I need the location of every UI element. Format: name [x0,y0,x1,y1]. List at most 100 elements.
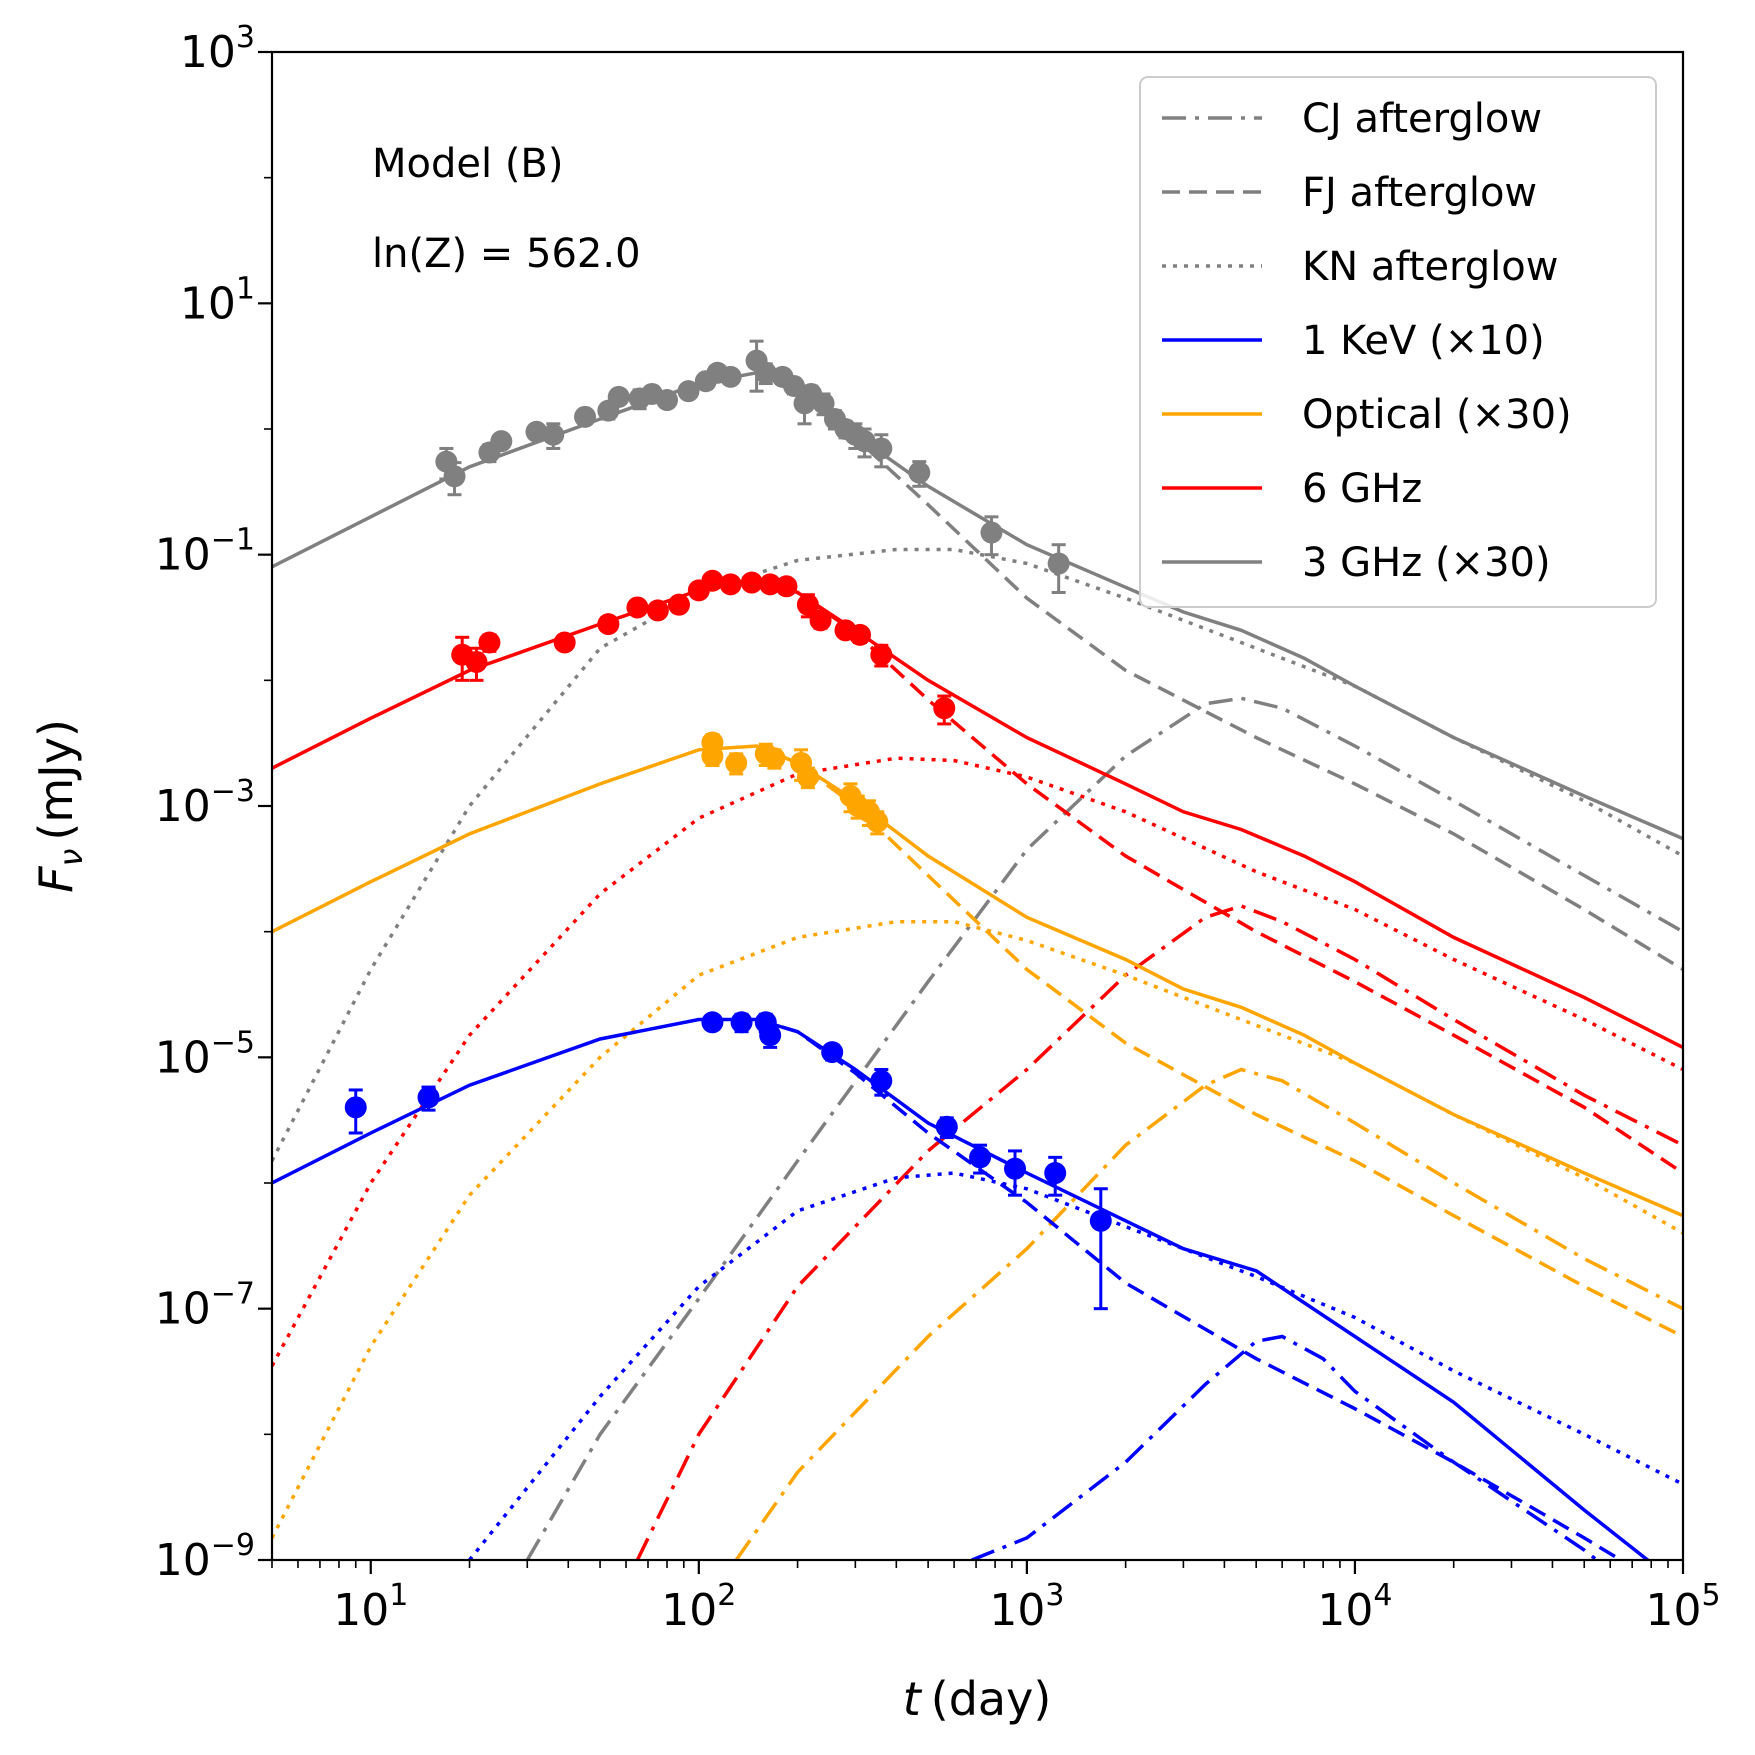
data-point-3-ghz-30-8 [607,385,630,408]
marker [344,1096,367,1119]
y-tick-label-3: 10−3 [155,774,255,832]
marker [1044,1162,1067,1185]
marker [542,423,565,446]
data-point-3-ghz-30-17 [754,361,777,386]
data-point-6-ghz-3 [553,631,576,654]
curve-1-kev-10-total [272,1017,1651,1560]
marker [809,609,832,632]
marker [782,374,805,397]
marker [1003,1157,1026,1180]
y-axis-var: F [29,866,83,893]
data-point-3-ghz-30-3 [490,430,513,453]
data-point-6-ghz-6 [646,599,669,622]
curves-layer [272,370,1683,1560]
marker [870,643,893,666]
data-point-6-ghz-15 [809,609,832,632]
x-tick-exp: 5 [1701,1578,1720,1613]
data-point-1-kev-10-2 [701,1011,724,1034]
data-point-6-ghz-18 [870,643,893,668]
y-tick-label-1: 10−7 [155,1277,255,1335]
data-point-6-ghz-10 [719,573,742,596]
marker [443,465,466,488]
marker [853,430,876,453]
curve-optical-30-total [272,744,1683,1218]
y-tick-base: 10 [180,278,236,329]
data-point-3-ghz-30-11 [656,389,679,412]
marker [719,573,742,596]
points-layer [344,339,1112,1311]
data-point-6-ghz-13 [775,575,798,598]
marker [725,751,748,774]
y-tick-exp: −5 [211,1025,255,1060]
data-point-6-ghz-11 [740,571,763,594]
data-point-1-kev-10-5 [759,1023,782,1049]
legend-item-2: KN afterglow [1162,244,1558,290]
y-tick-label-4: 10−1 [155,523,255,581]
data-point-3-ghz-30-28 [908,460,931,488]
marker [821,1041,844,1064]
marker [417,1086,440,1109]
data-point-optical-30-2 [725,751,748,776]
y-tick-label-5: 101 [180,271,255,329]
marker [980,521,1003,544]
data-point-6-ghz-2 [478,631,501,654]
marker [908,461,931,484]
data-point-6-ghz-12 [759,573,782,596]
data-point-3-ghz-30-5 [542,422,565,450]
data-point-1-kev-10-11 [1044,1155,1067,1197]
legend-label: KN afterglow [1302,244,1558,290]
curve-1-kev-10-cj [971,1334,1600,1560]
data-point-1-kev-10-7 [870,1068,893,1097]
x-tick-base: 10 [1317,1585,1373,1636]
marker [866,810,889,833]
x-tick-base: 10 [333,1585,389,1636]
curve-optical-30-fj [755,744,1683,1339]
data-point-3-ghz-30-4 [525,420,548,443]
marker [597,613,620,636]
y-tick-exp: −1 [211,523,255,558]
x-tick-exp: 3 [1045,1578,1064,1613]
data-point-6-ghz-19 [933,694,956,726]
marker [740,571,763,594]
x-tick-exp: 1 [389,1578,408,1613]
data-point-1-kev-10-1 [417,1085,440,1112]
x-tick-base: 10 [989,1585,1045,1636]
annotation-lnz: ln(Z) = 562.0 [372,231,641,277]
y-tick-base: 10 [155,1284,211,1335]
legend-item-3: 1 KeV (×10) [1162,318,1545,364]
legend-label: 6 GHz [1302,466,1422,512]
data-point-optical-30-10 [866,810,889,836]
curve-optical-30-cj [734,1067,1683,1560]
marker [759,573,782,596]
marker [849,623,872,646]
data-point-optical-30-1 [701,744,724,768]
legend-label: CJ afterglow [1302,96,1542,142]
data-point-6-ghz-14 [796,593,819,619]
marker [719,365,742,388]
marker [465,650,488,673]
marker [607,385,630,408]
marker [796,593,819,616]
y-tick-base: 10 [155,1535,211,1586]
x-tick-label-3: 104 [1317,1578,1392,1636]
y-axis-title: Fν (mJy) [29,719,90,893]
x-axis-var: t [903,1672,923,1726]
legend-item-1: FJ afterglow [1162,170,1537,216]
data-point-3-ghz-30-27 [870,433,893,469]
data-point-6-ghz-4 [597,613,620,636]
data-point-1-kev-10-0 [344,1088,367,1135]
marker [812,392,835,415]
marker [775,575,798,598]
x-tick-label-1: 102 [661,1578,736,1636]
curve-3-ghz-30-kn [272,547,1683,1162]
marker [626,596,649,619]
legend-label: FJ afterglow [1302,170,1537,216]
marker [759,1024,782,1047]
y-tick-exp: −3 [211,774,255,809]
x-tick-exp: 4 [1373,1578,1392,1613]
legend-box [1139,76,1657,608]
data-point-3-ghz-30-12 [677,380,700,403]
marker [969,1146,992,1169]
marker [796,766,819,789]
